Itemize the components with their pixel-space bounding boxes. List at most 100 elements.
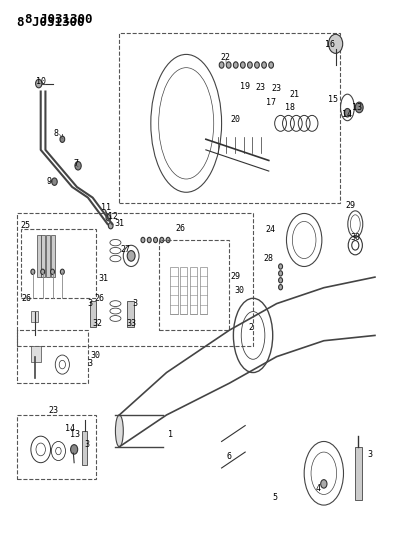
Bar bbox=[90, 301, 96, 327]
Bar bbox=[21, 229, 96, 298]
Text: 31: 31 bbox=[99, 274, 109, 283]
Circle shape bbox=[31, 269, 35, 274]
Circle shape bbox=[166, 237, 170, 243]
Text: 13: 13 bbox=[70, 430, 80, 439]
Text: 3: 3 bbox=[85, 440, 89, 449]
Text: 8 J031300: 8 J031300 bbox=[25, 13, 93, 27]
Text: 7: 7 bbox=[74, 159, 78, 167]
Text: 3: 3 bbox=[87, 299, 92, 308]
Text: 21: 21 bbox=[289, 90, 299, 99]
Circle shape bbox=[279, 285, 282, 290]
Text: 26: 26 bbox=[175, 224, 185, 233]
Circle shape bbox=[279, 264, 282, 269]
Text: 3: 3 bbox=[367, 450, 372, 459]
Circle shape bbox=[240, 62, 245, 68]
Text: 33: 33 bbox=[126, 319, 136, 328]
Bar bbox=[31, 311, 38, 322]
Text: 24: 24 bbox=[266, 225, 276, 234]
Text: 17: 17 bbox=[266, 98, 276, 107]
Bar bbox=[17, 330, 88, 383]
Text: 23: 23 bbox=[49, 406, 59, 415]
Text: 2: 2 bbox=[249, 323, 253, 332]
Text: 29: 29 bbox=[230, 271, 240, 280]
Bar bbox=[42, 235, 46, 277]
Circle shape bbox=[226, 62, 231, 68]
Text: 26: 26 bbox=[21, 294, 31, 303]
Circle shape bbox=[52, 178, 57, 185]
Bar bbox=[82, 431, 87, 465]
Text: 27: 27 bbox=[120, 245, 130, 254]
Text: 31: 31 bbox=[114, 219, 124, 228]
Text: 15: 15 bbox=[328, 95, 338, 104]
Bar bbox=[37, 235, 41, 277]
Bar bbox=[51, 235, 55, 277]
Text: 16: 16 bbox=[325, 41, 335, 50]
Text: 10: 10 bbox=[36, 77, 46, 86]
Bar bbox=[170, 266, 177, 314]
Text: 20: 20 bbox=[230, 115, 240, 124]
Text: 3: 3 bbox=[87, 359, 92, 367]
Circle shape bbox=[106, 215, 111, 221]
Text: 32: 32 bbox=[93, 319, 103, 328]
Circle shape bbox=[262, 62, 267, 68]
Bar bbox=[46, 235, 50, 277]
Circle shape bbox=[255, 62, 259, 68]
Circle shape bbox=[248, 62, 252, 68]
Bar bbox=[17, 415, 96, 479]
Text: 18: 18 bbox=[286, 103, 295, 112]
Text: 30: 30 bbox=[91, 351, 101, 360]
Text: 1: 1 bbox=[168, 430, 173, 439]
Circle shape bbox=[329, 34, 343, 53]
Circle shape bbox=[321, 480, 327, 488]
Circle shape bbox=[269, 62, 274, 68]
Circle shape bbox=[36, 79, 42, 88]
Circle shape bbox=[154, 237, 158, 243]
Circle shape bbox=[279, 271, 282, 276]
Circle shape bbox=[141, 237, 145, 243]
Circle shape bbox=[279, 278, 282, 283]
Text: 26: 26 bbox=[95, 294, 105, 303]
Text: 14: 14 bbox=[65, 424, 75, 433]
Bar bbox=[159, 240, 229, 330]
Text: 25: 25 bbox=[20, 221, 30, 230]
Circle shape bbox=[352, 240, 359, 250]
Ellipse shape bbox=[115, 415, 123, 447]
Circle shape bbox=[147, 237, 151, 243]
Text: 23: 23 bbox=[272, 84, 282, 93]
Bar bbox=[200, 266, 207, 314]
Text: 14: 14 bbox=[342, 110, 352, 119]
Text: 8 J031300: 8 J031300 bbox=[17, 16, 85, 29]
Circle shape bbox=[127, 251, 135, 261]
Text: 12: 12 bbox=[108, 212, 118, 221]
Circle shape bbox=[60, 269, 64, 274]
Text: 8: 8 bbox=[54, 130, 59, 139]
Bar bbox=[127, 301, 133, 327]
Circle shape bbox=[355, 102, 363, 113]
Circle shape bbox=[41, 269, 45, 274]
Bar bbox=[180, 266, 187, 314]
Circle shape bbox=[109, 222, 113, 229]
Text: 23: 23 bbox=[256, 83, 266, 92]
Text: 4: 4 bbox=[316, 483, 320, 492]
Text: 11: 11 bbox=[101, 203, 110, 212]
Bar bbox=[119, 33, 339, 203]
Circle shape bbox=[344, 109, 350, 117]
Circle shape bbox=[70, 445, 78, 454]
Text: 28: 28 bbox=[264, 254, 274, 263]
Bar bbox=[17, 214, 253, 346]
Circle shape bbox=[60, 136, 65, 142]
Text: 19: 19 bbox=[240, 82, 250, 91]
Text: 29: 29 bbox=[346, 201, 356, 210]
Text: 3: 3 bbox=[133, 299, 137, 308]
Bar bbox=[190, 266, 197, 314]
Text: 6: 6 bbox=[226, 452, 231, 461]
Text: 30: 30 bbox=[350, 233, 360, 242]
Bar bbox=[355, 447, 362, 500]
Circle shape bbox=[233, 62, 238, 68]
Circle shape bbox=[51, 269, 55, 274]
Circle shape bbox=[160, 237, 164, 243]
Text: 9: 9 bbox=[46, 177, 51, 186]
Circle shape bbox=[219, 62, 224, 68]
Text: 13: 13 bbox=[352, 103, 362, 112]
Text: 30: 30 bbox=[234, 286, 244, 295]
